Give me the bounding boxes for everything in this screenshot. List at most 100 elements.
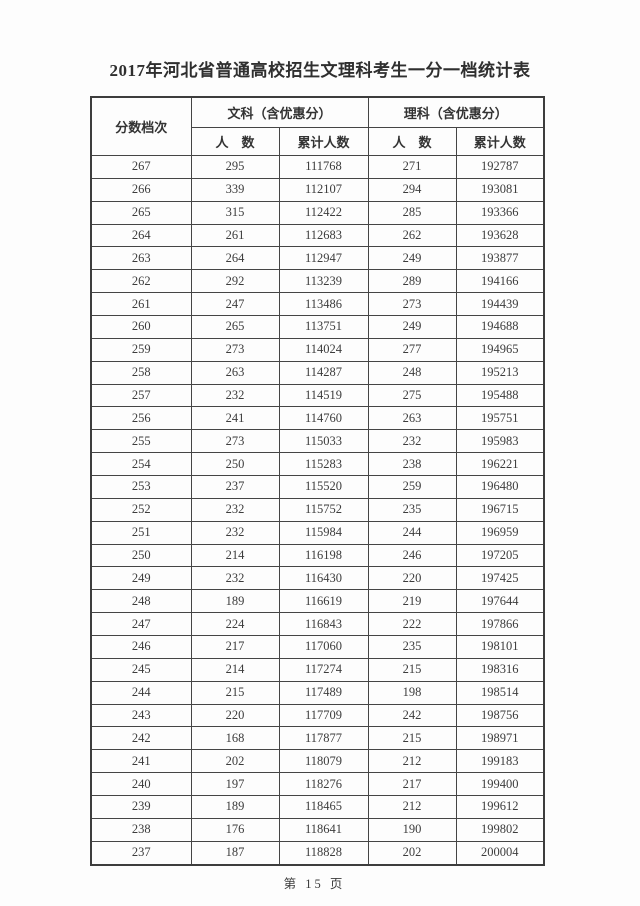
cell-science-cumulative: 193081 — [455, 177, 545, 202]
cell-arts-count: 237 — [190, 475, 280, 499]
table-row: 248 189 116619 219 197644 — [90, 589, 545, 614]
cell-arts-cumulative: 118079 — [278, 749, 369, 774]
table-row: 261 247 113486 273 194439 — [90, 292, 545, 317]
cell-science-count: 277 — [367, 337, 457, 362]
cell-arts-count: 247 — [190, 292, 280, 317]
cell-score-tier: 267 — [90, 155, 192, 179]
cell-science-cumulative: 198514 — [455, 680, 545, 705]
table-row: 255 273 115033 232 195983 — [90, 429, 545, 454]
cell-arts-cumulative: 116198 — [278, 543, 369, 568]
cell-science-cumulative: 198101 — [455, 635, 545, 659]
cell-arts-count: 339 — [190, 177, 280, 202]
cell-arts-cumulative: 112422 — [278, 200, 369, 225]
cell-arts-count: 273 — [190, 429, 280, 454]
cell-science-cumulative: 196221 — [455, 452, 545, 477]
cell-score-tier: 240 — [90, 772, 192, 797]
cell-score-tier: 250 — [90, 543, 192, 568]
table-row: 239 189 118465 212 199612 — [90, 795, 545, 819]
cell-science-cumulative: 198316 — [455, 657, 545, 682]
cell-arts-count: 215 — [190, 680, 280, 705]
cell-science-count: 212 — [367, 795, 457, 819]
cell-science-count: 242 — [367, 703, 457, 728]
cell-science-count: 217 — [367, 772, 457, 797]
cell-science-cumulative: 197644 — [455, 589, 545, 614]
cell-science-cumulative: 196959 — [455, 520, 545, 545]
cell-arts-count: 232 — [190, 497, 280, 522]
cell-arts-count: 273 — [190, 337, 280, 362]
cell-arts-cumulative: 118641 — [278, 817, 369, 842]
table-row: 243 220 117709 242 198756 — [90, 703, 545, 728]
cell-score-tier: 266 — [90, 177, 192, 202]
cell-score-tier: 257 — [90, 383, 192, 408]
cell-science-count: 259 — [367, 475, 457, 499]
cell-arts-count: 202 — [190, 749, 280, 774]
cell-science-count: 198 — [367, 680, 457, 705]
cell-score-tier: 249 — [90, 566, 192, 591]
cell-science-cumulative: 195488 — [455, 383, 545, 408]
cell-score-tier: 247 — [90, 612, 192, 637]
cell-score-tier: 246 — [90, 635, 192, 659]
cell-science-cumulative: 193366 — [455, 200, 545, 225]
cell-science-cumulative: 193877 — [455, 246, 545, 271]
header-arts-count: 人 数 — [190, 127, 280, 156]
table-row: 254 250 115283 238 196221 — [90, 452, 545, 477]
cell-science-cumulative: 197425 — [455, 566, 545, 591]
cell-science-count: 235 — [367, 497, 457, 522]
header-arts-group: 文科（含优惠分） — [190, 96, 369, 128]
cell-science-cumulative: 194965 — [455, 337, 545, 362]
cell-score-tier: 258 — [90, 360, 192, 385]
header-score-tier: 分数档次 — [90, 96, 192, 156]
table-header: 分数档次 文科（含优惠分） 理科（含优惠分） 人 数 累计人数 人 数 累计人数 — [90, 96, 545, 156]
header-group-row: 分数档次 文科（含优惠分） 理科（含优惠分） — [90, 96, 545, 156]
cell-science-cumulative: 196480 — [455, 475, 545, 499]
cell-score-tier: 265 — [90, 200, 192, 225]
cell-score-tier: 261 — [90, 292, 192, 317]
cell-science-count: 249 — [367, 315, 457, 339]
cell-arts-cumulative: 111768 — [278, 155, 369, 179]
header-arts-cumulative: 累计人数 — [278, 127, 369, 156]
cell-science-cumulative: 199183 — [455, 749, 545, 774]
table-row: 246 217 117060 235 198101 — [90, 635, 545, 659]
cell-science-cumulative: 193628 — [455, 223, 545, 248]
cell-score-tier: 254 — [90, 452, 192, 477]
table-row: 237 187 118828 202 200004 — [90, 840, 545, 866]
cell-science-cumulative: 199612 — [455, 795, 545, 819]
cell-arts-cumulative: 112683 — [278, 223, 369, 248]
table-row: 241 202 118079 212 199183 — [90, 749, 545, 774]
cell-science-count: 222 — [367, 612, 457, 637]
cell-science-count: 263 — [367, 406, 457, 431]
cell-science-count: 271 — [367, 155, 457, 179]
table-row: 257 232 114519 275 195488 — [90, 383, 545, 408]
cell-arts-cumulative: 114024 — [278, 337, 369, 362]
cell-science-count: 238 — [367, 452, 457, 477]
cell-science-cumulative: 194166 — [455, 269, 545, 294]
page-title: 2017年河北省普通高校招生文理科考生一分一档统计表 — [109, 61, 531, 80]
table-body: 267 295 111768 271 192787 266 339 112107 294 1930… — [90, 155, 545, 866]
cell-science-count: 273 — [367, 292, 457, 317]
cell-score-tier: 237 — [90, 840, 192, 866]
cell-arts-count: 295 — [190, 155, 280, 179]
cell-score-tier: 251 — [90, 520, 192, 545]
cell-score-tier: 239 — [90, 795, 192, 819]
cell-arts-count: 292 — [190, 269, 280, 294]
cell-score-tier: 262 — [90, 269, 192, 294]
cell-score-tier: 244 — [90, 680, 192, 705]
cell-score-tier: 259 — [90, 337, 192, 362]
table-row: 245 214 117274 215 198316 — [90, 657, 545, 682]
table-row: 258 263 114287 248 195213 — [90, 360, 545, 385]
cell-score-tier: 260 — [90, 315, 192, 339]
cell-science-cumulative: 197205 — [455, 543, 545, 568]
cell-science-count: 215 — [367, 657, 457, 682]
cell-science-cumulative: 194439 — [455, 292, 545, 317]
cell-arts-cumulative: 118276 — [278, 772, 369, 797]
header-sub-row: 人 数 累计人数 人 数 累计人数 — [91, 127, 545, 156]
cell-arts-cumulative: 118465 — [278, 795, 369, 819]
cell-science-cumulative: 196715 — [455, 497, 545, 522]
cell-science-cumulative: 195751 — [455, 406, 545, 431]
table-row: 242 168 117877 215 198971 — [90, 726, 545, 751]
cell-arts-cumulative: 116619 — [278, 589, 369, 614]
cell-science-cumulative: 198971 — [455, 726, 545, 751]
cell-science-count: 215 — [367, 726, 457, 751]
table-row: 240 197 118276 217 199400 — [90, 772, 545, 797]
table-row: 263 264 112947 249 193877 — [90, 246, 545, 271]
